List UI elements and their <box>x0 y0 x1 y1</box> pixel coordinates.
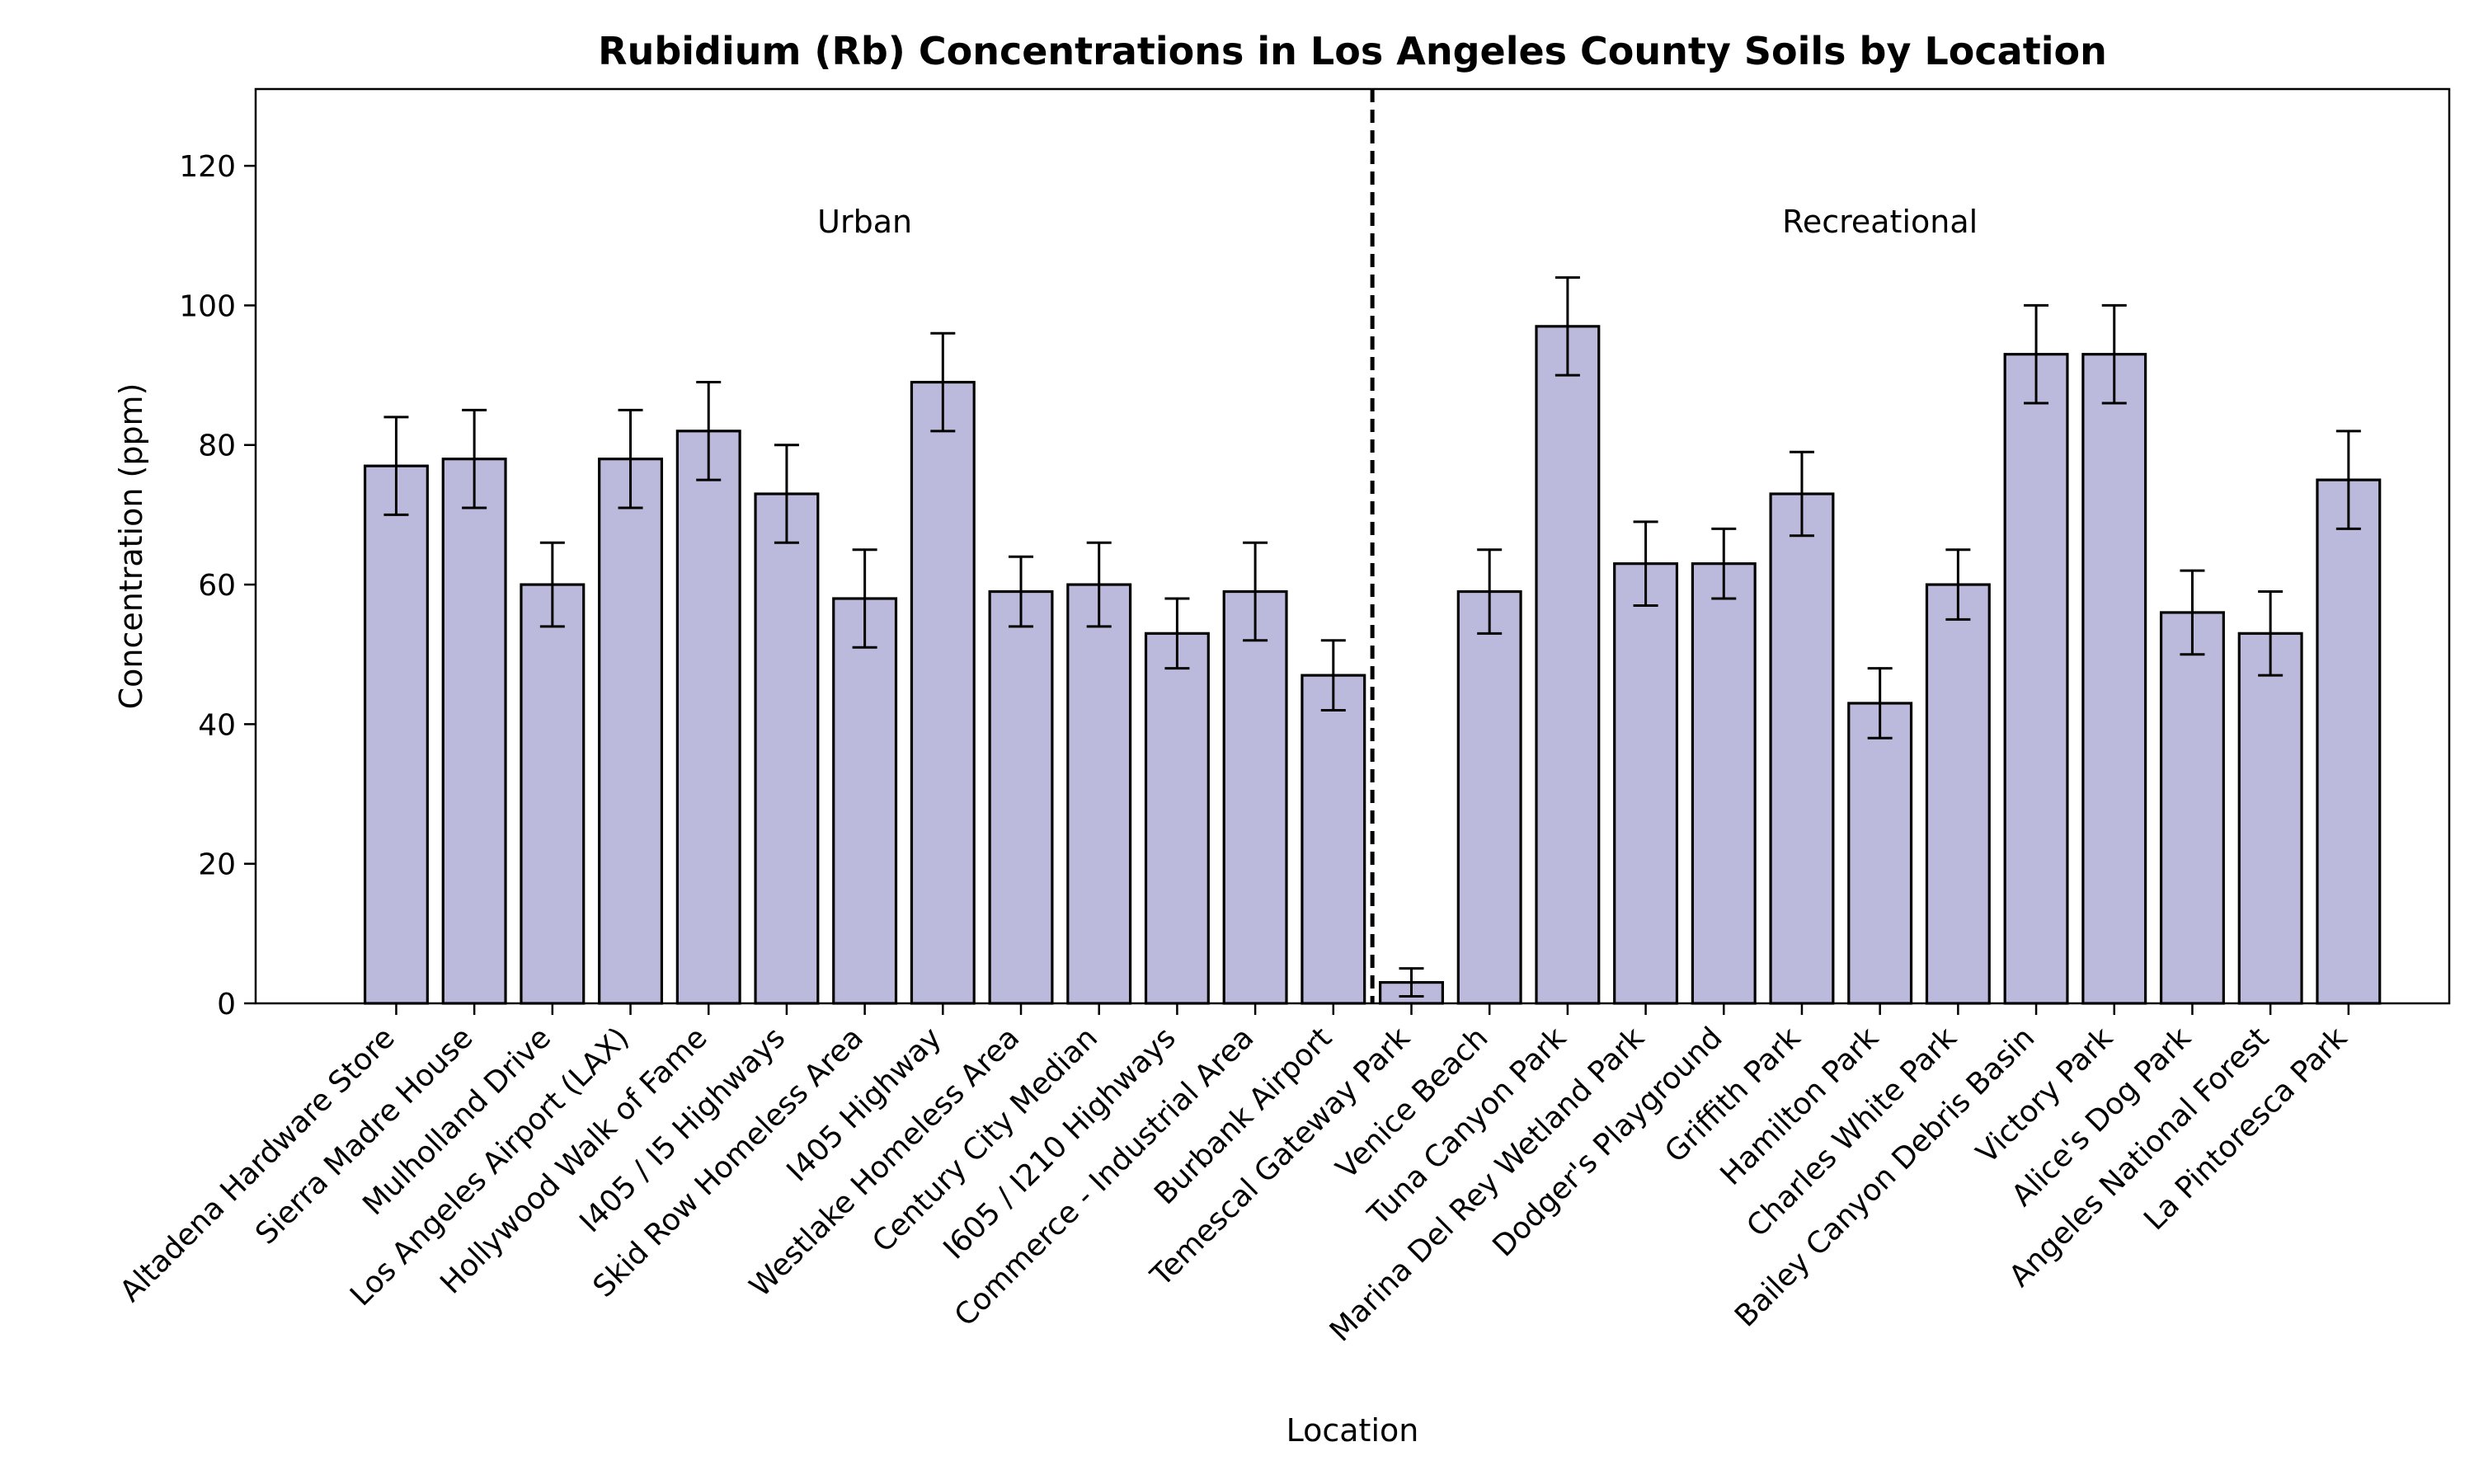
group-labels: Urban Recreational <box>817 204 1978 240</box>
bar <box>832 597 898 1005</box>
x-axis-label: Location <box>1286 1412 1419 1449</box>
x-tick-label: Victory Park <box>1970 1021 2119 1170</box>
y-axis-label: Concentration (ppm) <box>113 383 149 710</box>
y-tick-label: 100 <box>179 289 236 323</box>
bar <box>598 458 664 1005</box>
group-label: Urban <box>817 204 912 240</box>
y-tick-label: 120 <box>179 150 236 184</box>
bar <box>910 380 976 1005</box>
bar <box>754 492 820 1005</box>
bar <box>2237 632 2303 1005</box>
bar <box>988 589 1054 1005</box>
y-tick-label: 80 <box>198 430 236 463</box>
y-tick-label: 0 <box>217 988 236 1021</box>
bar <box>1691 562 1757 1005</box>
chart-title: Rubidium (Rb) Concentrations in Los Ange… <box>598 29 2107 73</box>
plot-frame <box>254 87 2451 1005</box>
bar <box>675 430 741 1005</box>
y-tick-label: 60 <box>198 569 236 603</box>
bar <box>1925 583 1991 1005</box>
bars-layer <box>363 325 2382 1005</box>
bar <box>1535 325 1601 1005</box>
bar <box>1222 589 1288 1005</box>
bar <box>1613 562 1679 1005</box>
bar <box>1300 674 1366 1005</box>
y-tick-label: 20 <box>198 848 236 882</box>
bar <box>1066 583 1132 1005</box>
bar <box>1144 632 1210 1005</box>
bar <box>520 583 586 1005</box>
y-axis: 0 20 40 60 80 100 120 <box>179 150 256 1021</box>
bar <box>2159 611 2225 1005</box>
group-label: Recreational <box>1782 204 1978 240</box>
bar <box>1456 589 1522 1005</box>
bar <box>1847 702 1913 1005</box>
y-tick-label: 40 <box>198 708 236 742</box>
error-bars-layer <box>383 276 2361 998</box>
bar <box>2081 353 2147 1005</box>
bar <box>2316 478 2382 1005</box>
bar <box>441 458 507 1005</box>
x-tick-label: Griffith Park <box>1658 1021 1807 1169</box>
bar <box>2003 353 2069 1005</box>
bar <box>1769 492 1835 1005</box>
bar <box>363 464 429 1005</box>
